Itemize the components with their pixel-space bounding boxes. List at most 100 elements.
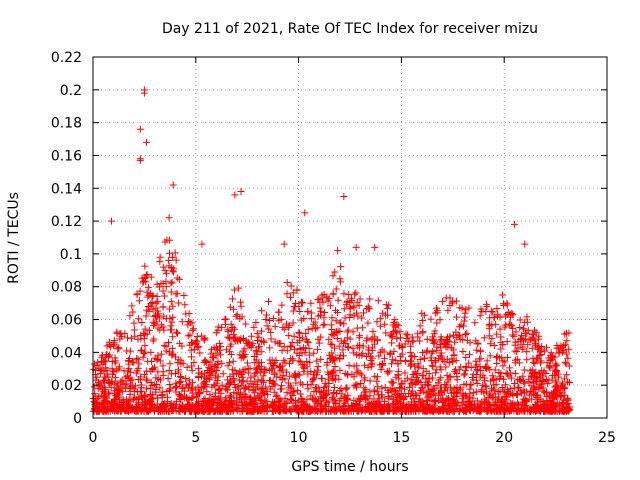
data-point <box>501 358 509 366</box>
data-point <box>216 396 224 404</box>
data-point <box>206 372 214 380</box>
data-point <box>133 291 141 299</box>
data-point <box>403 374 411 382</box>
data-point <box>331 407 339 415</box>
data-point <box>350 396 358 404</box>
data-point <box>200 336 208 344</box>
data-point <box>452 313 460 321</box>
data-point <box>504 387 512 395</box>
data-point <box>329 290 337 298</box>
data-point <box>281 325 289 333</box>
data-point <box>237 396 245 404</box>
data-point <box>279 323 287 331</box>
data-point <box>280 356 288 364</box>
data-point <box>393 397 401 405</box>
data-point <box>456 335 464 343</box>
data-point <box>532 403 540 411</box>
data-point <box>424 382 432 390</box>
data-point <box>238 371 246 379</box>
data-point <box>363 352 371 360</box>
data-point <box>456 304 464 312</box>
data-point <box>186 380 194 388</box>
data-point <box>564 354 572 362</box>
data-point <box>315 397 323 405</box>
data-point <box>328 330 336 338</box>
data-point <box>493 304 501 312</box>
data-point <box>546 400 554 408</box>
data-point <box>264 391 272 399</box>
data-point <box>519 325 527 333</box>
data-point <box>321 391 329 399</box>
data-point <box>500 300 508 308</box>
data-point <box>476 312 484 320</box>
data-point <box>243 377 251 385</box>
data-point <box>523 388 531 396</box>
data-point <box>264 298 272 306</box>
data-point <box>173 290 181 298</box>
data-point <box>293 349 301 357</box>
data-point <box>427 315 435 323</box>
data-point <box>385 301 393 309</box>
data-point <box>247 374 255 382</box>
data-point <box>462 305 470 313</box>
data-point <box>147 392 155 400</box>
data-point <box>112 357 120 365</box>
data-point <box>232 384 240 392</box>
data-point <box>233 398 241 406</box>
data-point <box>396 328 404 336</box>
data-point <box>281 358 289 366</box>
data-point <box>111 374 119 382</box>
data-point <box>321 407 329 415</box>
data-point <box>155 310 163 318</box>
data-point <box>166 385 174 393</box>
data-point <box>143 306 151 314</box>
data-point <box>240 384 248 392</box>
data-point <box>310 349 318 357</box>
data-point <box>255 333 263 341</box>
data-point <box>366 377 374 385</box>
data-point <box>476 347 484 355</box>
data-point <box>133 388 141 396</box>
data-point <box>210 344 218 352</box>
data-point <box>432 369 440 377</box>
data-point <box>314 335 322 343</box>
data-point <box>214 364 222 372</box>
data-point <box>286 342 294 350</box>
data-point <box>175 379 183 387</box>
data-point <box>203 367 211 375</box>
data-point <box>295 371 303 379</box>
data-point <box>530 358 538 366</box>
data-point <box>523 348 531 356</box>
data-point <box>168 326 176 334</box>
data-point <box>304 370 312 378</box>
data-point <box>216 342 224 350</box>
data-point <box>315 339 323 347</box>
data-point <box>217 351 225 359</box>
data-point <box>148 391 156 399</box>
data-point <box>478 386 486 394</box>
data-point <box>271 369 279 377</box>
data-point <box>470 389 478 397</box>
data-point <box>429 347 437 355</box>
data-point <box>257 396 265 404</box>
data-point <box>257 327 265 335</box>
data-point <box>141 396 149 404</box>
data-point <box>445 359 453 367</box>
data-point <box>542 344 550 352</box>
data-point <box>460 371 468 379</box>
data-point <box>435 396 443 404</box>
data-point <box>263 401 271 409</box>
data-point <box>149 318 157 326</box>
data-point <box>266 316 274 324</box>
data-point <box>465 359 473 367</box>
data-point <box>254 376 262 384</box>
data-point <box>371 333 379 341</box>
data-point <box>371 243 379 251</box>
data-point <box>502 321 510 329</box>
data-point <box>502 393 510 401</box>
data-point <box>204 399 212 407</box>
data-point <box>510 332 518 340</box>
data-point <box>377 314 385 322</box>
data-point <box>176 393 184 401</box>
data-point <box>327 321 335 329</box>
